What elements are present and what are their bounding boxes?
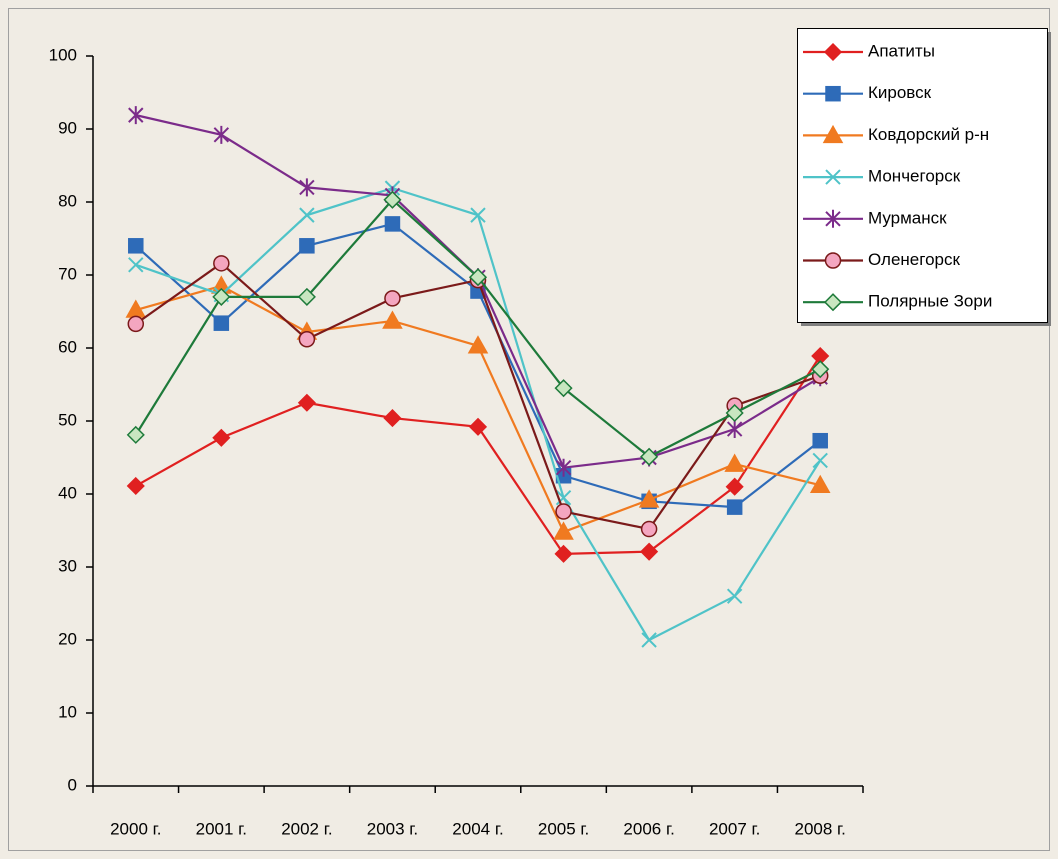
marker [724,453,745,472]
y-tick-label: 70 [58,264,77,283]
x-tick-label: 2005 г. [538,819,589,838]
marker [297,393,316,412]
marker [725,477,744,496]
y-tick-label: 40 [58,483,77,502]
marker [812,452,828,469]
marker [128,106,144,125]
x-tick-label: 2001 г. [196,819,247,838]
x-tick-label: 2008 г. [795,819,846,838]
marker [384,216,401,232]
chart-border [8,8,1050,851]
marker [128,257,144,273]
marker [298,330,316,348]
marker [212,428,231,447]
x-tick-label: 2003 г. [367,819,418,838]
marker [470,207,486,223]
marker [384,290,401,307]
x-tick-label: 2000 г. [110,819,161,838]
marker [213,315,230,331]
legend-label: Ковдорский р-н [868,125,989,144]
legend-label: Мончегорск [868,167,961,186]
marker [640,542,659,561]
marker [382,310,403,329]
marker [212,287,231,306]
marker [467,335,489,354]
marker [468,417,488,436]
legend-marker [825,209,841,228]
marker [812,432,828,449]
legend-marker [824,252,842,269]
legend-marker [825,85,841,102]
y-tick-label: 50 [58,410,77,429]
marker [127,315,145,333]
y-tick-label: 0 [68,775,77,794]
marker [213,255,230,272]
marker [725,403,744,423]
marker [299,238,315,254]
y-tick-label: 100 [49,45,77,64]
x-tick-label: 2006 г. [623,819,674,838]
marker [638,489,660,508]
marker [640,520,658,538]
marker [809,474,831,493]
marker [126,425,145,444]
marker [726,588,743,604]
legend-label: Мурманск [868,208,947,227]
legend-marker [823,42,843,62]
marker [726,499,743,515]
marker [555,458,572,477]
legend-marker [823,293,843,312]
y-tick-label: 60 [58,337,77,356]
x-tick-label: 2004 г. [452,819,503,838]
legend [797,28,1048,323]
marker [468,268,488,287]
marker [213,125,230,144]
legend-label: Апатиты [868,41,935,60]
marker [299,207,315,223]
legend-marker [825,169,841,185]
marker [726,420,743,439]
marker [126,476,145,496]
marker [383,409,402,428]
legend-label: Кировск [868,83,932,102]
legend-label: Оленегорск [868,250,960,269]
marker [641,632,657,648]
marker [297,287,316,306]
legend-label: Полярные Зори [868,292,992,311]
y-tick-label: 80 [58,191,77,210]
legend-marker [822,124,844,144]
marker [554,379,573,398]
marker [555,489,572,506]
y-tick-label: 10 [58,702,77,721]
marker [383,190,402,209]
y-tick-label: 20 [58,629,77,648]
x-tick-label: 2007 г. [709,819,760,838]
marker [554,544,573,563]
marker [640,447,659,466]
marker [555,503,572,520]
marker [299,178,315,197]
marker [128,238,144,254]
x-tick-label: 2002 г. [281,819,332,838]
marker [811,360,830,379]
y-tick-label: 90 [58,118,77,137]
y-tick-label: 30 [58,556,77,575]
marker [553,521,574,540]
